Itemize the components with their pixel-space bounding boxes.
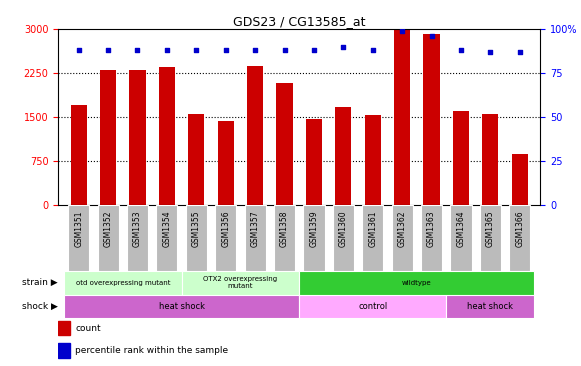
Bar xyxy=(188,113,205,205)
Point xyxy=(456,48,465,53)
FancyBboxPatch shape xyxy=(450,205,472,271)
Text: strain ▶: strain ▶ xyxy=(22,278,58,287)
Bar xyxy=(512,154,528,205)
Point xyxy=(280,48,289,53)
FancyBboxPatch shape xyxy=(68,205,89,271)
Text: GSM1362: GSM1362 xyxy=(397,210,407,247)
Bar xyxy=(299,295,446,318)
Text: GSM1363: GSM1363 xyxy=(427,210,436,247)
Text: otd overexpressing mutant: otd overexpressing mutant xyxy=(76,280,170,286)
Point xyxy=(250,48,260,53)
FancyBboxPatch shape xyxy=(156,205,177,271)
Text: GSM1352: GSM1352 xyxy=(103,210,113,247)
FancyBboxPatch shape xyxy=(303,205,325,271)
Text: GSM1351: GSM1351 xyxy=(74,210,83,247)
Text: GSM1366: GSM1366 xyxy=(515,210,524,247)
Point xyxy=(221,48,230,53)
Text: heat shock: heat shock xyxy=(467,302,514,311)
Text: shock ▶: shock ▶ xyxy=(21,302,58,311)
Text: GSM1353: GSM1353 xyxy=(133,210,142,247)
Title: GDS23 / CG13585_at: GDS23 / CG13585_at xyxy=(233,15,365,28)
Text: GSM1364: GSM1364 xyxy=(457,210,465,247)
FancyBboxPatch shape xyxy=(509,205,530,271)
FancyBboxPatch shape xyxy=(392,205,413,271)
Text: wildtype: wildtype xyxy=(402,280,432,286)
Bar xyxy=(58,321,70,335)
Text: GSM1359: GSM1359 xyxy=(310,210,318,247)
Point xyxy=(309,48,318,53)
Bar xyxy=(277,83,293,205)
Text: GSM1361: GSM1361 xyxy=(368,210,377,247)
Bar xyxy=(71,105,87,205)
Point xyxy=(103,48,113,53)
Text: heat shock: heat shock xyxy=(159,302,205,311)
Text: GSM1358: GSM1358 xyxy=(280,210,289,247)
Point xyxy=(192,48,201,53)
Bar xyxy=(482,113,498,205)
FancyBboxPatch shape xyxy=(362,205,383,271)
Bar xyxy=(306,119,322,205)
Bar xyxy=(365,115,381,205)
Bar xyxy=(335,107,352,205)
Bar xyxy=(64,271,182,295)
FancyBboxPatch shape xyxy=(215,205,236,271)
FancyBboxPatch shape xyxy=(245,205,266,271)
Bar xyxy=(218,121,234,205)
Bar xyxy=(247,66,263,205)
FancyBboxPatch shape xyxy=(480,205,501,271)
FancyBboxPatch shape xyxy=(274,205,295,271)
Point xyxy=(368,48,378,53)
Bar xyxy=(130,70,146,205)
Bar xyxy=(424,34,440,205)
Point xyxy=(397,28,407,34)
Bar xyxy=(100,70,116,205)
Text: control: control xyxy=(358,302,388,311)
Point xyxy=(133,48,142,53)
Text: count: count xyxy=(76,324,101,333)
FancyBboxPatch shape xyxy=(98,205,119,271)
Bar xyxy=(394,30,410,205)
Bar xyxy=(159,67,175,205)
Point xyxy=(162,48,171,53)
Bar xyxy=(182,271,299,295)
Text: OTX2 overexpressing
mutant: OTX2 overexpressing mutant xyxy=(203,276,278,289)
Text: GSM1360: GSM1360 xyxy=(339,210,348,247)
Bar xyxy=(64,295,299,318)
FancyBboxPatch shape xyxy=(421,205,442,271)
Text: GSM1357: GSM1357 xyxy=(250,210,260,247)
Text: percentile rank within the sample: percentile rank within the sample xyxy=(76,347,228,355)
Bar xyxy=(446,295,535,318)
Text: GSM1356: GSM1356 xyxy=(221,210,230,247)
Point xyxy=(74,48,83,53)
FancyBboxPatch shape xyxy=(186,205,207,271)
Text: GSM1355: GSM1355 xyxy=(192,210,201,247)
FancyBboxPatch shape xyxy=(127,205,148,271)
Bar xyxy=(299,271,535,295)
Text: GSM1354: GSM1354 xyxy=(163,210,171,247)
Bar xyxy=(58,343,70,358)
Point xyxy=(339,44,348,50)
Bar xyxy=(453,111,469,205)
Point xyxy=(427,33,436,39)
FancyBboxPatch shape xyxy=(333,205,354,271)
Point xyxy=(486,49,495,55)
Text: GSM1365: GSM1365 xyxy=(486,210,495,247)
Point xyxy=(515,49,525,55)
